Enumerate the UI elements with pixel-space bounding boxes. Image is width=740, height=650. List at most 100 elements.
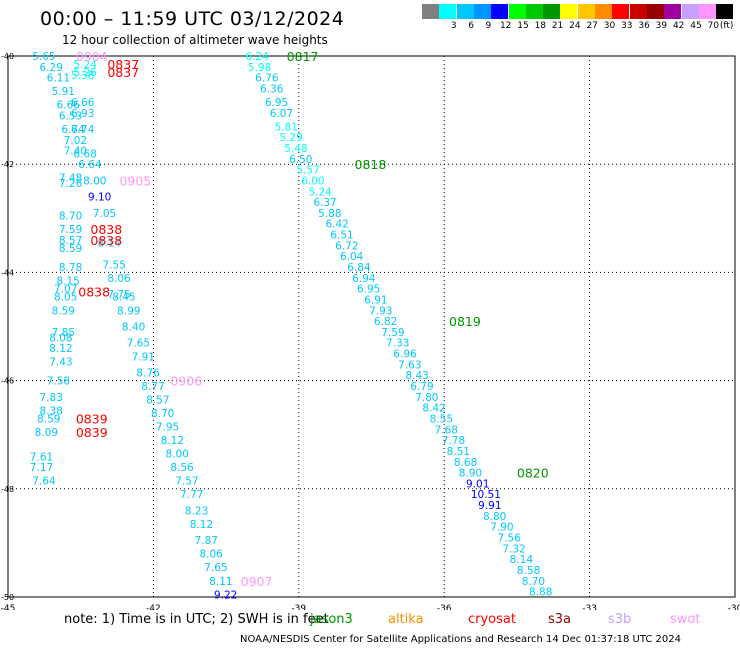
wave-height-label: 7.77 — [180, 489, 203, 501]
lat-tick-label: -48 — [1, 485, 14, 494]
wave-height-label: 8.55 — [430, 413, 453, 425]
wave-height-label: 8.70 — [522, 576, 545, 588]
wave-height-label: 8.51 — [447, 446, 470, 458]
wave-height-label: 8.08 — [49, 332, 72, 344]
wave-height-label: 8.06 — [199, 549, 223, 561]
wave-height-label: 6.93 — [71, 108, 94, 120]
wave-height-label: 6.36 — [260, 83, 284, 95]
wave-height-label: 5.88 — [318, 208, 341, 220]
wave-height-label: 10.51 — [471, 489, 501, 501]
legend-label: 36 — [638, 21, 650, 31]
legend-swatch — [664, 4, 682, 19]
wave-height-label: 7.17 — [30, 462, 53, 474]
wave-height-label: 8.00 — [166, 449, 189, 461]
wave-height-label: 6.84 — [347, 262, 371, 274]
wave-height-label: 7.07 — [54, 284, 77, 296]
legend-label: 3 — [450, 21, 457, 31]
wave-height-label: 7.43 — [49, 357, 72, 369]
legend-label: 30 — [603, 21, 616, 31]
wave-height-label: 6.72 — [335, 240, 358, 252]
wave-height-label: 6.42 — [325, 219, 348, 231]
pass-time-label: 0839 — [76, 411, 108, 426]
wave-height-label: 5.26 — [73, 67, 97, 79]
pass-time-label: 0905 — [119, 173, 151, 188]
wave-height-label: 6.95 — [357, 284, 380, 296]
wave-height-label: 7.55 — [103, 259, 126, 271]
pass-time-label: 0838 — [90, 233, 122, 248]
wave-height-label: 8.42 — [422, 403, 445, 415]
wave-height-label: 9.91 — [478, 500, 501, 512]
wave-height-label: 7.58 — [47, 376, 70, 388]
wave-height-label: 5.38 — [71, 70, 94, 82]
wave-height-label: 5.57 — [296, 165, 319, 177]
wave-height-label: 7.83 — [40, 392, 63, 404]
legend-swatch — [473, 4, 491, 19]
wave-height-label: 5.81 — [275, 121, 298, 133]
wave-height-label: 7.93 — [369, 305, 392, 317]
wave-height-label: 5.91 — [52, 86, 75, 98]
wave-height-label: 8.78 — [59, 262, 82, 274]
wave-height-label: 6.53 — [59, 111, 82, 123]
pass-time-label: 0837 — [107, 65, 139, 80]
wave-height-label: 8.12 — [161, 435, 184, 447]
legend-swatch — [629, 4, 647, 19]
wave-height-label: 7.33 — [386, 338, 409, 350]
wave-height-label: 6.68 — [73, 148, 96, 160]
wave-height-label: 5.98 — [248, 62, 271, 74]
wave-height-map: -45 -42 -39 -36 -33 -30 -40 -42 -44 -46 -48 -50 5.65… — [1, 49, 740, 610]
wave-height-label: 7.63 — [398, 359, 421, 371]
satellite-legend-item: altika — [388, 612, 424, 627]
satellite-legend-item: cryosat — [468, 612, 516, 627]
legend-label: 45 — [690, 21, 702, 31]
satellite-legend-item: swot — [670, 612, 701, 627]
wave-height-label: 8.59 — [59, 243, 82, 255]
wave-height-label: 6.51 — [330, 230, 353, 242]
wave-height-label: 8.14 — [98, 238, 122, 250]
wave-height-label: 8.40 — [122, 322, 145, 334]
wave-height-label: 8.43 — [405, 370, 428, 382]
wave-height-label: 5.65 — [32, 51, 55, 63]
wave-height-label: 7.64 — [32, 476, 56, 488]
pass-time-label: 0818 — [355, 157, 387, 172]
wave-height-label: 7.05 — [93, 208, 116, 220]
legend-label: 70 — [707, 21, 720, 31]
wave-height-label: 6.50 — [289, 154, 312, 166]
wave-height-label: 6.66 — [71, 97, 95, 109]
wave-height-label: 8.77 — [141, 381, 164, 393]
legend-label: 6 — [468, 21, 474, 31]
wave-height-label: 6.79 — [410, 381, 433, 393]
wave-height-label: 7.40 — [64, 146, 87, 158]
wave-height-label: 8.90 — [459, 468, 482, 480]
lat-tick-label: -40 — [1, 52, 14, 61]
wave-height-label: 6.76 — [255, 73, 279, 85]
wave-height-label: 6.04 — [340, 251, 364, 263]
wave-height-label: 6.37 — [313, 197, 336, 209]
wave-height-label: 8.68 — [454, 457, 477, 469]
legend-label: 15 — [517, 21, 529, 31]
wave-height-label: 7.48 — [59, 173, 82, 185]
legend-label: 39 — [655, 21, 668, 31]
wave-height-label: 8.56 — [170, 462, 194, 474]
pass-time-label: 0820 — [517, 466, 549, 481]
wave-height-label: 8.57 — [59, 235, 82, 247]
wave-height-label: 7.65 — [127, 338, 150, 350]
legend-swatch — [422, 4, 439, 19]
footnote: note: 1) Time is in UTC; 2) SWH is in fe… — [64, 612, 329, 627]
wave-height-label: 8.12 — [190, 519, 213, 531]
page-subtitle: 12 hour collection of altimeter wave hei… — [62, 33, 328, 47]
wave-height-label: 8.58 — [517, 565, 540, 577]
wave-height-label: 8.38 — [40, 405, 63, 417]
wave-height-label: 6.82 — [374, 316, 397, 328]
wave-height-label: 8.70 — [151, 408, 174, 420]
lon-tick-label: -36 — [437, 604, 452, 610]
wave-height-label: 7.56 — [498, 532, 522, 544]
wave-height-label: 8.23 — [185, 505, 208, 517]
wave-height-label: 8.00 — [83, 175, 106, 187]
wave-height-label: 7.78 — [442, 435, 465, 447]
pass-time-label: 0838 — [78, 284, 110, 299]
wave-height-label: 8.14 — [510, 554, 534, 566]
legend-swatch — [543, 4, 561, 19]
wave-height-label: 6.07 — [270, 108, 293, 120]
legend-swatch — [716, 4, 734, 19]
